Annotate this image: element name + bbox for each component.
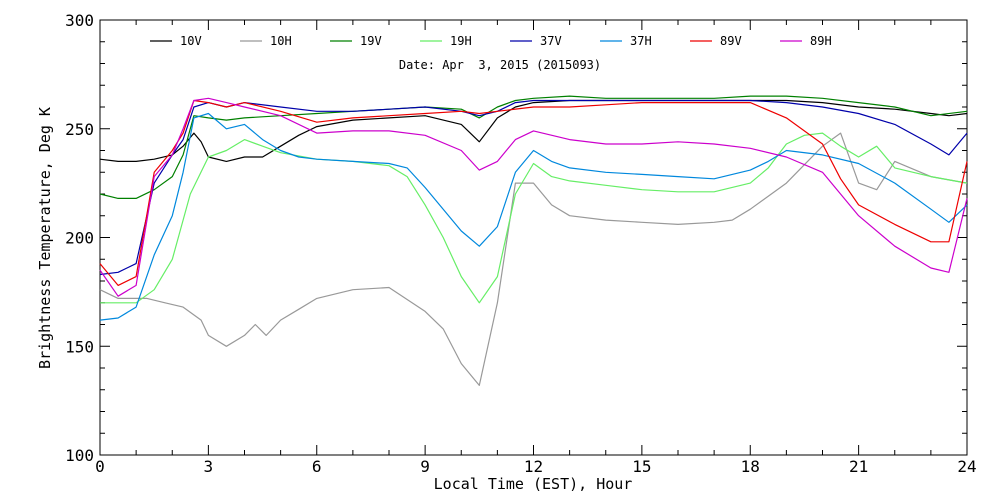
axis-ticks: 0 3 6 9 12 15 18 21 24 100 150 200 250 300 — [65, 11, 977, 476]
y-tick-label: 250 — [65, 120, 94, 139]
legend-label-89v: 89V — [720, 34, 742, 48]
x-tick-label: 3 — [204, 457, 214, 476]
x-tick-label: 9 — [420, 457, 430, 476]
x-tick-label: 21 — [849, 457, 868, 476]
legend: 10V 10H 19V 19H 37V 37H 89V 89H — [150, 34, 832, 48]
series-line-10v — [99, 99, 968, 162]
y-tick-label: 100 — [65, 446, 94, 465]
x-tick-label: 6 — [312, 457, 322, 476]
chart-subtitle: Date: Apr 3, 2015 (2015093) — [399, 58, 601, 72]
x-tick-label: 12 — [524, 457, 543, 476]
legend-label-19v: 19V — [360, 34, 382, 48]
plot-area-frame — [99, 19, 968, 456]
legend-label-10v: 10V — [180, 34, 202, 48]
series-line-89h — [99, 97, 968, 297]
x-tick-label: 24 — [957, 457, 976, 476]
legend-label-89h: 89H — [810, 34, 832, 48]
series-line-19h — [100, 132, 968, 304]
x-tick-label: 18 — [741, 457, 760, 476]
y-tick-label: 150 — [65, 337, 94, 356]
x-tick-label: 15 — [632, 457, 651, 476]
y-tick-label: 200 — [65, 229, 94, 248]
y-axis-title: Brightness Temperature, Deg K — [36, 107, 54, 369]
legend-label-19h: 19H — [450, 34, 472, 48]
legend-label-37v: 37V — [540, 34, 562, 48]
x-tick-label: 0 — [95, 457, 105, 476]
series-line-37h — [99, 112, 968, 321]
x-axis-title: Local Time (EST), Hour — [434, 475, 633, 493]
y-tick-label: 300 — [65, 11, 94, 30]
legend-label-10h: 10H — [270, 34, 292, 48]
series-line-37v — [99, 99, 968, 276]
series-lines — [99, 95, 968, 386]
series-line-89v — [99, 99, 968, 286]
legend-label-37h: 37H — [630, 34, 652, 48]
